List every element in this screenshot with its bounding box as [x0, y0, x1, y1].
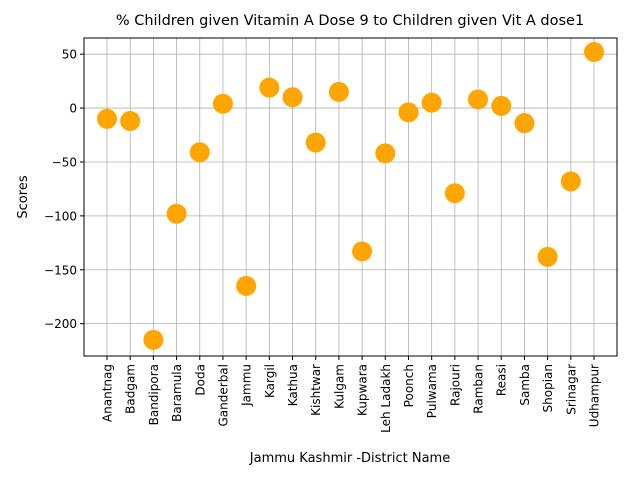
x-axis-ticks: Anantnag Badgam Bandipora Baramula Doda Gande… — [101, 356, 602, 433]
data-point — [282, 87, 303, 108]
x-tick-label: Anantnag — [101, 364, 115, 422]
y-tick-label: −150 — [44, 263, 77, 277]
data-point — [421, 92, 442, 113]
data-point — [560, 171, 581, 192]
data-point — [537, 246, 558, 267]
x-tick-label: Kulgam — [332, 364, 346, 409]
chart-title: % Children given Vitamin A Dose 9 to Chi… — [116, 13, 584, 29]
x-tick-label: Kathua — [286, 364, 300, 406]
x-tick-label: Srinagar — [564, 364, 578, 415]
x-tick-label: Poonch — [402, 364, 416, 407]
y-tick-label: −50 — [52, 155, 77, 169]
x-tick-label: Bandipora — [147, 364, 161, 425]
data-point — [468, 89, 489, 110]
x-tick-label: Doda — [193, 364, 207, 396]
x-tick-label: Reasi — [495, 364, 509, 396]
data-point — [398, 102, 419, 123]
data-point — [328, 81, 349, 102]
x-tick-label: Kargil — [263, 364, 277, 398]
y-tick-label: 0 — [69, 102, 77, 116]
data-point — [375, 143, 396, 164]
x-tick-label: Badgam — [124, 364, 138, 414]
data-point — [514, 113, 535, 134]
x-tick-label: Rajouri — [448, 364, 462, 406]
data-point — [491, 95, 512, 116]
y-tick-label: 50 — [62, 48, 77, 62]
x-tick-label: Pulwama — [425, 364, 439, 418]
x-tick-label: Udhampur — [588, 364, 602, 427]
x-tick-label: Ganderbal — [216, 364, 230, 427]
data-point — [189, 142, 210, 163]
y-tick-label: −100 — [44, 209, 77, 223]
x-tick-label: Jammu — [240, 364, 254, 407]
x-tick-label: Baramula — [170, 364, 184, 422]
data-point — [259, 77, 280, 98]
data-point — [166, 203, 187, 224]
data-point — [212, 93, 233, 114]
x-tick-label: Leh Ladakh — [379, 364, 393, 433]
x-tick-label: Kupwara — [356, 364, 370, 416]
x-tick-label: Kishtwar — [309, 364, 323, 416]
data-point — [352, 241, 373, 262]
data-point — [584, 42, 604, 63]
data-point — [305, 132, 326, 153]
y-axis-ticks: 50 0 −50 −100 −150 −200 — [44, 48, 84, 331]
x-tick-label: Ramban — [472, 364, 486, 414]
y-tick-label: −200 — [44, 317, 77, 331]
data-point — [444, 183, 465, 204]
x-tick-label: Shopian — [541, 364, 555, 412]
x-axis-label: Jammu Kashmir -District Name — [249, 451, 450, 466]
data-point — [97, 108, 117, 129]
y-axis-label: Scores — [16, 175, 31, 218]
grid — [84, 38, 617, 356]
data-point — [236, 275, 257, 296]
data-point — [120, 111, 141, 132]
data-point — [143, 329, 164, 350]
data-points — [97, 42, 604, 350]
plot-frame — [83, 37, 618, 357]
x-tick-label: Samba — [518, 364, 532, 406]
